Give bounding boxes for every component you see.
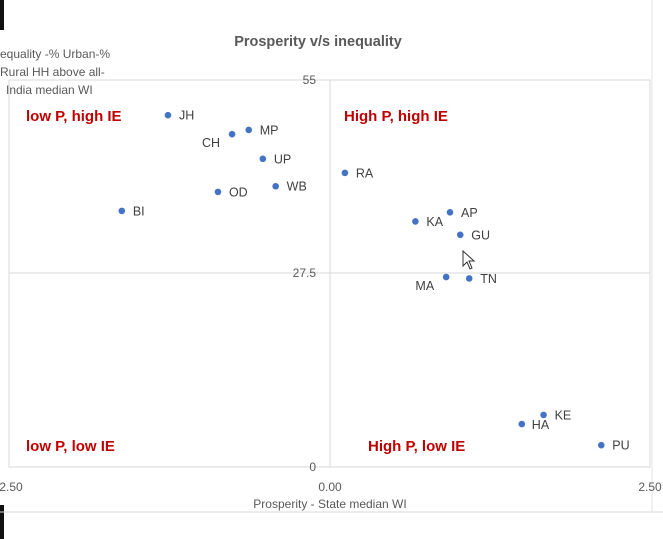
quadrant-label-top-right: High P, high IE <box>344 108 448 125</box>
x-axis-title: Prosperity - State median WI <box>253 497 406 511</box>
y-axis-title-line-1: equality -% Urban-% <box>0 47 110 61</box>
data-label-ka: KA <box>426 215 443 229</box>
data-label-up: UP <box>274 152 291 166</box>
left-edge-bar-top <box>0 0 4 30</box>
data-point-gu <box>456 231 464 239</box>
data-label-gu: GU <box>471 228 490 242</box>
data-label-ke: KE <box>555 408 572 422</box>
left-edge-bar-bottom <box>0 505 4 539</box>
data-point-ma <box>442 273 450 281</box>
data-point-ch <box>228 130 236 138</box>
data-point-ha <box>518 420 526 428</box>
data-label-ha: HA <box>532 418 550 432</box>
data-point-ra <box>341 169 349 177</box>
data-label-jh: JH <box>179 109 194 123</box>
y-axis-title-line-3: India median WI <box>6 83 93 97</box>
quadrant-label-bottom-right: High P, low IE <box>368 438 465 455</box>
data-point-mp <box>245 126 253 134</box>
data-label-mp: MP <box>260 123 279 137</box>
quadrant-label-bottom-left: low P, low IE <box>26 438 115 455</box>
data-point-jh <box>164 111 172 119</box>
data-point-bi <box>118 207 126 215</box>
data-label-ch: CH <box>202 136 220 150</box>
data-point-pu <box>597 441 605 449</box>
data-label-od: OD <box>229 185 248 199</box>
data-label-ra: RA <box>356 166 374 180</box>
data-points: JH CH MP UP WB OD BI RA AP KA GU MA TN KE HA PU <box>118 109 630 453</box>
data-point-ke <box>540 411 547 419</box>
data-point-up <box>259 155 267 163</box>
x-tick-0: 0.00 <box>318 480 342 494</box>
data-label-bi: BI <box>133 204 145 218</box>
data-point-od <box>214 188 222 196</box>
quadrant-label-top-left: low P, high IE <box>26 108 122 125</box>
data-point-ka <box>412 218 419 225</box>
data-label-pu: PU <box>612 439 629 453</box>
data-point-tn <box>465 275 473 282</box>
data-label-tn: TN <box>480 272 497 286</box>
data-point-wb <box>272 182 279 190</box>
chart-title: Prosperity v/s inequality <box>234 34 402 50</box>
x-tick-2-5: 2.50 <box>638 480 662 494</box>
data-label-wb: WB <box>287 180 307 194</box>
y-axis-title-line-2: Rural HH above all- <box>0 65 105 79</box>
data-label-ap: AP <box>461 206 478 220</box>
y-tick-0: 0 <box>309 460 316 474</box>
mouse-cursor-icon <box>462 249 476 270</box>
y-tick-27-5: 27.5 <box>293 266 317 280</box>
y-tick-55: 55 <box>303 73 317 87</box>
data-label-ma: MA <box>415 279 434 293</box>
x-tick-neg-2-5: -2.50 <box>0 480 23 494</box>
data-point-ap <box>446 208 454 216</box>
